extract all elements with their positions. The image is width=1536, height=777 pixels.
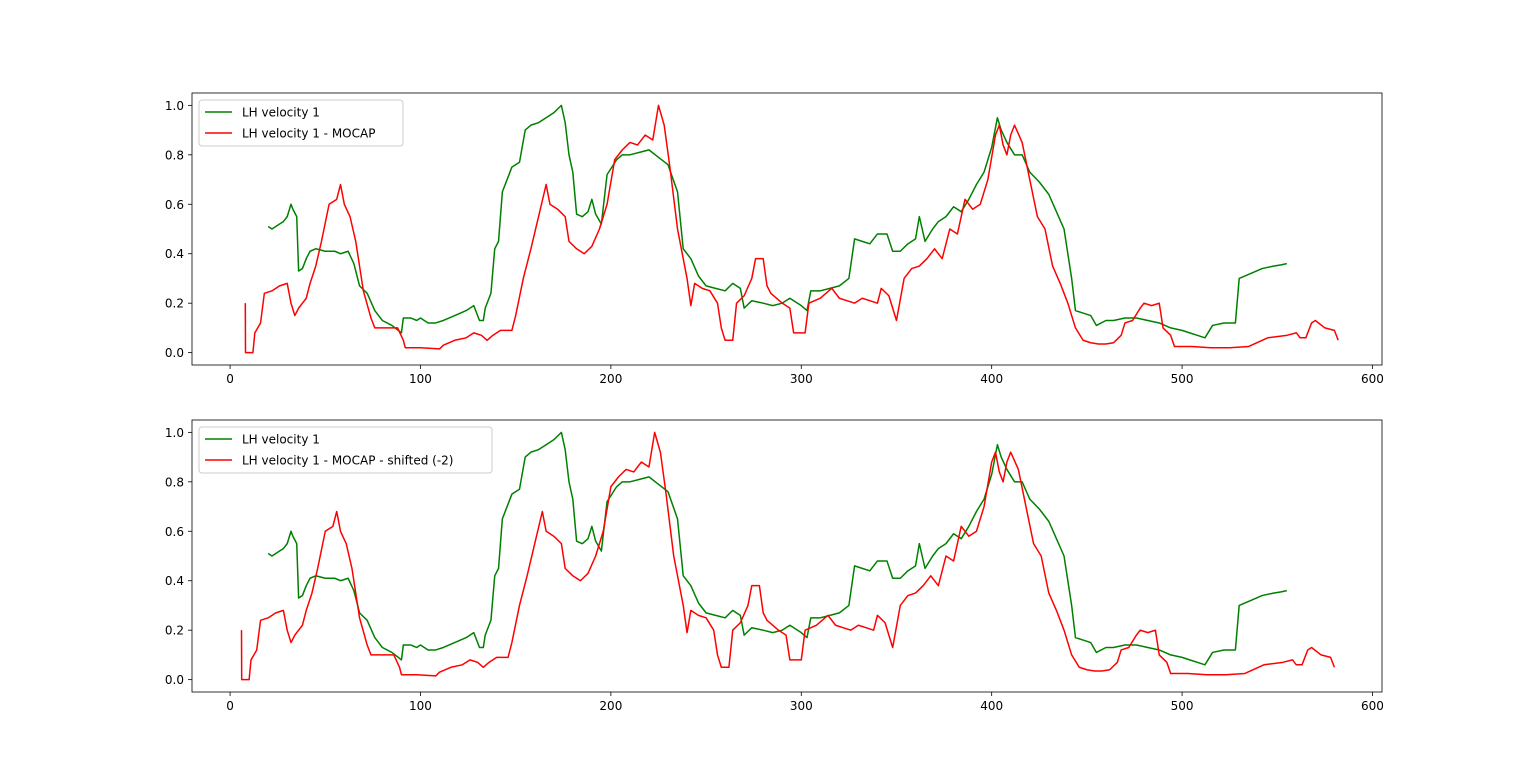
y-tick-label: 0.8	[165, 148, 184, 162]
y-tick-label: 0.2	[165, 297, 184, 311]
subplot-top: 0 100 200 300 400 500 600 0.0 0.2 0.4 0.6 0.8 1.0 LH …	[165, 92, 1384, 386]
x-tick-label: 500	[1171, 699, 1194, 713]
y-tick-label: 0.2	[165, 624, 184, 638]
x-tick-label: 100	[409, 372, 432, 386]
legend-label: LH velocity 1 - MOCAP	[242, 127, 375, 141]
legend-label: LH velocity 1 - MOCAP - shifted (-2)	[242, 454, 453, 468]
x-tick-label: 600	[1361, 372, 1384, 386]
y-tick-label: 1.0	[165, 426, 184, 440]
x-tick-label: 400	[980, 699, 1003, 713]
y-tick-label: 0.4	[165, 247, 184, 261]
x-tick-label: 0	[226, 372, 234, 386]
x-tick-label: 100	[409, 699, 432, 713]
x-tick-label: 300	[790, 699, 813, 713]
series-line-1	[267, 104, 1287, 339]
legend	[198, 99, 404, 147]
y-tick-label: 0.6	[165, 525, 184, 539]
axes-frame	[191, 419, 1383, 693]
y-tick-label: 0.0	[165, 346, 184, 360]
y-tick-label: 0.0	[165, 673, 184, 687]
x-tick-label: 200	[599, 372, 622, 386]
x-tick-label: 600	[1361, 699, 1384, 713]
x-tick-label: 400	[980, 372, 1003, 386]
x-tick-label: 200	[599, 699, 622, 713]
x-tick-label: 500	[1171, 372, 1194, 386]
x-tick-label: 0	[226, 699, 234, 713]
series-line-2	[244, 104, 1339, 354]
x-tick-label: 300	[790, 372, 813, 386]
y-tick-label: 0.6	[165, 198, 184, 212]
y-tick-label: 0.4	[165, 574, 184, 588]
series-line-1	[267, 431, 1287, 666]
subplot-bottom: 0 100 200 300 400 500 600 0.0 0.2 0.4 0.6 0.8 1.0 LH …	[165, 419, 1384, 713]
legend	[198, 426, 493, 474]
y-tick-label: 1.0	[165, 99, 184, 113]
y-tick-label: 0.8	[165, 475, 184, 489]
axes-frame	[191, 92, 1383, 366]
legend-label: LH velocity 1	[242, 433, 320, 447]
legend-label: LH velocity 1	[242, 106, 320, 120]
series-line-2	[240, 431, 1336, 681]
